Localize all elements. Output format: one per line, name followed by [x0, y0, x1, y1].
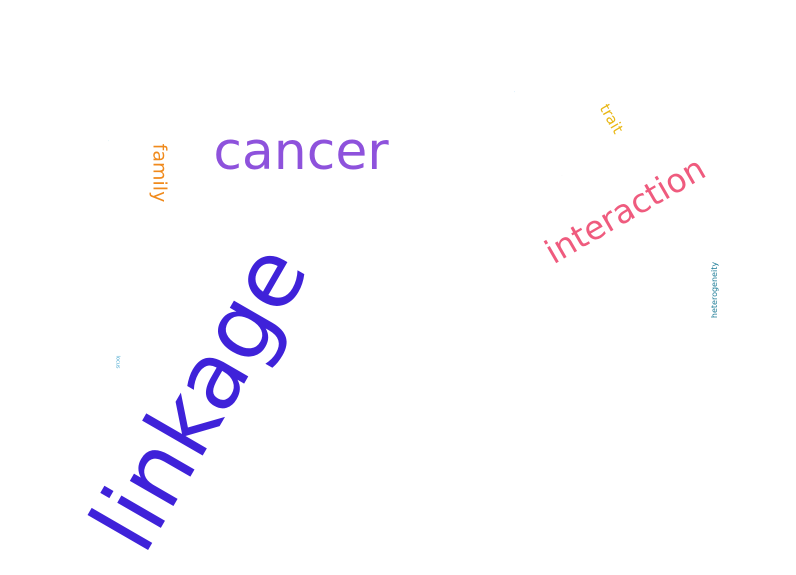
word-family: family — [148, 143, 171, 203]
word-tiny-2: · — [105, 138, 111, 143]
word-tiny-3: · — [561, 173, 563, 178]
word-interaction: interaction — [537, 148, 713, 272]
word-cancer: cancer — [213, 122, 389, 182]
word-tiny-1: · — [511, 89, 517, 94]
word-locus: locus — [114, 355, 121, 369]
word-linkage: linkage — [70, 227, 330, 569]
word-heterogeneity: heterogeneity — [710, 261, 719, 319]
word-trait: trait — [595, 100, 628, 137]
